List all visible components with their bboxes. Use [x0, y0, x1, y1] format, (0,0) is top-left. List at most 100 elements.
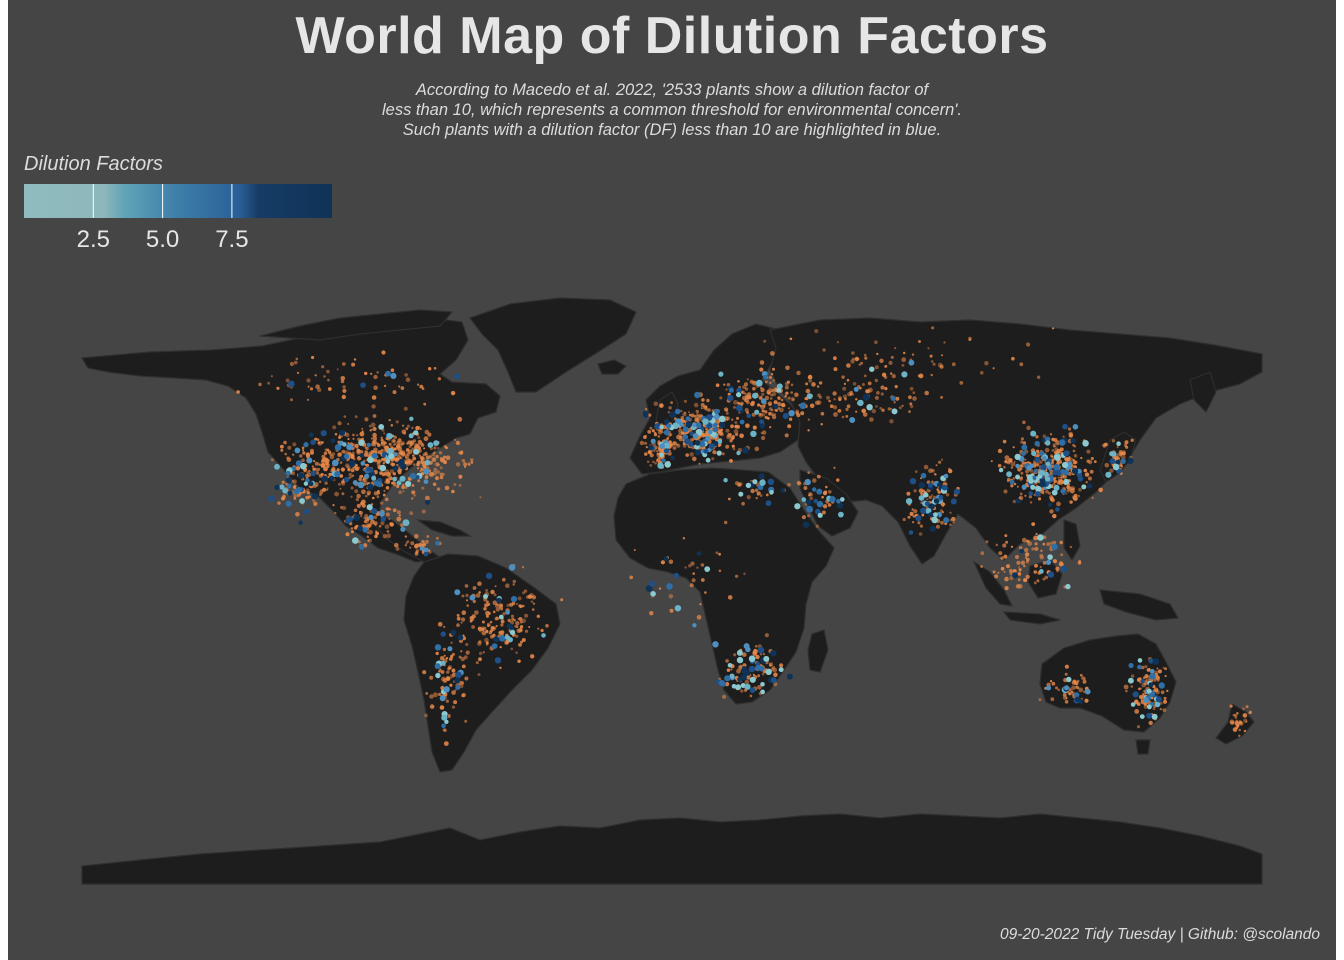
plant-point-df-above-10 — [772, 415, 777, 420]
plant-point-df-above-10 — [512, 583, 515, 586]
plant-point-df-below-10 — [285, 470, 291, 476]
plant-point-df-above-10 — [380, 436, 383, 439]
plant-point-df-above-10 — [1004, 459, 1008, 464]
plant-point-df-above-10 — [1039, 555, 1045, 560]
plant-point-df-above-10 — [1143, 676, 1146, 679]
plant-point-df-below-10 — [423, 547, 429, 553]
plant-point-df-below-10 — [1065, 583, 1071, 590]
plant-point-df-below-10 — [379, 464, 387, 472]
plant-point-df-below-10 — [849, 417, 856, 423]
plant-point-df-above-10 — [1156, 678, 1160, 682]
plant-point-df-above-10 — [767, 401, 773, 406]
plant-point-df-above-10 — [1162, 708, 1167, 712]
plant-point-df-below-10 — [1046, 685, 1052, 691]
plant-point-df-above-10 — [812, 478, 817, 483]
plant-point-df-above-10 — [874, 365, 879, 370]
plant-point-df-below-10 — [1015, 498, 1021, 504]
plant-point-df-above-10 — [875, 405, 878, 408]
plant-point-df-above-10 — [1123, 452, 1126, 456]
plant-point-df-below-10 — [838, 511, 844, 518]
plant-point-df-above-10 — [676, 443, 681, 448]
plant-point-df-above-10 — [1119, 454, 1122, 457]
plant-point-df-above-10 — [796, 370, 801, 376]
plant-point-df-above-10 — [376, 495, 380, 499]
plant-point-df-above-10 — [529, 593, 534, 598]
plant-point-df-above-10 — [736, 668, 741, 674]
plant-point-df-below-10 — [694, 391, 701, 399]
plant-point-df-above-10 — [725, 682, 730, 687]
plant-point-df-below-10 — [321, 475, 328, 483]
plant-point-df-above-10 — [352, 437, 355, 440]
plant-point-df-above-10 — [327, 378, 330, 382]
plant-point-df-above-10 — [924, 390, 929, 396]
plant-point-df-above-10 — [370, 437, 374, 440]
plant-point-df-above-10 — [1017, 467, 1022, 472]
plant-point-df-above-10 — [700, 403, 705, 407]
plant-point-df-above-10 — [706, 398, 710, 403]
plant-point-df-above-10 — [1016, 560, 1021, 565]
plant-point-df-below-10 — [385, 370, 391, 377]
plant-point-df-above-10 — [658, 448, 663, 453]
plant-point-df-above-10 — [669, 608, 674, 613]
plant-point-df-below-10 — [663, 442, 670, 449]
plant-point-df-above-10 — [937, 490, 941, 494]
plant-point-df-above-10 — [807, 418, 810, 421]
plant-point-df-above-10 — [353, 458, 356, 461]
plant-point-df-below-10 — [1009, 479, 1015, 485]
plant-point-df-above-10 — [394, 443, 397, 446]
plant-point-df-above-10 — [428, 367, 432, 371]
plant-point-df-below-10 — [663, 448, 670, 454]
plant-point-df-above-10 — [420, 543, 424, 547]
plant-point-df-above-10 — [489, 629, 493, 633]
plant-point-df-above-10 — [754, 446, 760, 452]
plant-point-df-above-10 — [327, 387, 332, 391]
plant-point-df-above-10 — [746, 675, 751, 680]
plant-point-df-above-10 — [482, 651, 485, 654]
plant-point-df-above-10 — [324, 460, 329, 465]
plant-point-df-below-10 — [1137, 658, 1143, 663]
plant-point-df-above-10 — [860, 361, 864, 365]
plant-point-df-below-10 — [648, 580, 655, 587]
plant-point-df-above-10 — [365, 494, 368, 498]
plant-point-df-below-10 — [853, 386, 859, 392]
plant-point-df-below-10 — [724, 675, 731, 682]
plant-point-df-below-10 — [310, 439, 316, 446]
plant-point-df-above-10 — [496, 617, 500, 620]
plant-point-df-below-10 — [1060, 469, 1065, 474]
plant-point-df-above-10 — [1071, 464, 1074, 468]
plant-point-df-above-10 — [808, 378, 813, 383]
plant-point-df-below-10 — [1045, 436, 1051, 442]
plant-point-df-below-10 — [299, 498, 305, 504]
plant-point-df-below-10 — [760, 689, 765, 695]
madagascar — [807, 629, 829, 673]
plant-point-df-above-10 — [1157, 669, 1162, 674]
plant-point-df-above-10 — [1023, 578, 1027, 582]
plant-point-df-above-10 — [1025, 574, 1030, 579]
plant-point-df-below-10 — [1047, 571, 1055, 578]
plant-point-df-above-10 — [417, 467, 420, 470]
plant-point-df-above-10 — [931, 326, 935, 330]
plant-point-df-above-10 — [726, 383, 731, 387]
plant-point-df-above-10 — [893, 401, 896, 404]
plant-point-df-above-10 — [435, 475, 440, 481]
plant-point-df-below-10 — [685, 416, 691, 421]
plant-point-df-above-10 — [371, 395, 377, 400]
plant-point-df-above-10 — [811, 382, 816, 387]
plant-point-df-above-10 — [744, 392, 747, 395]
plant-point-df-above-10 — [869, 417, 874, 422]
plant-point-df-above-10 — [1052, 443, 1057, 448]
plant-point-df-below-10 — [1071, 467, 1079, 475]
plant-point-df-above-10 — [691, 578, 696, 583]
plant-point-df-below-10 — [928, 512, 934, 518]
plant-point-df-above-10 — [424, 713, 428, 718]
plant-point-df-above-10 — [732, 434, 735, 438]
plant-point-df-above-10 — [1035, 532, 1038, 536]
plant-point-df-above-10 — [940, 396, 943, 399]
plant-point-df-above-10 — [1036, 463, 1040, 467]
plant-point-df-above-10 — [773, 672, 778, 678]
plant-point-df-above-10 — [898, 406, 902, 410]
plant-point-df-above-10 — [1040, 549, 1043, 552]
plant-point-df-above-10 — [469, 619, 473, 623]
plant-point-df-below-10 — [943, 473, 949, 479]
plant-point-df-above-10 — [711, 409, 714, 412]
